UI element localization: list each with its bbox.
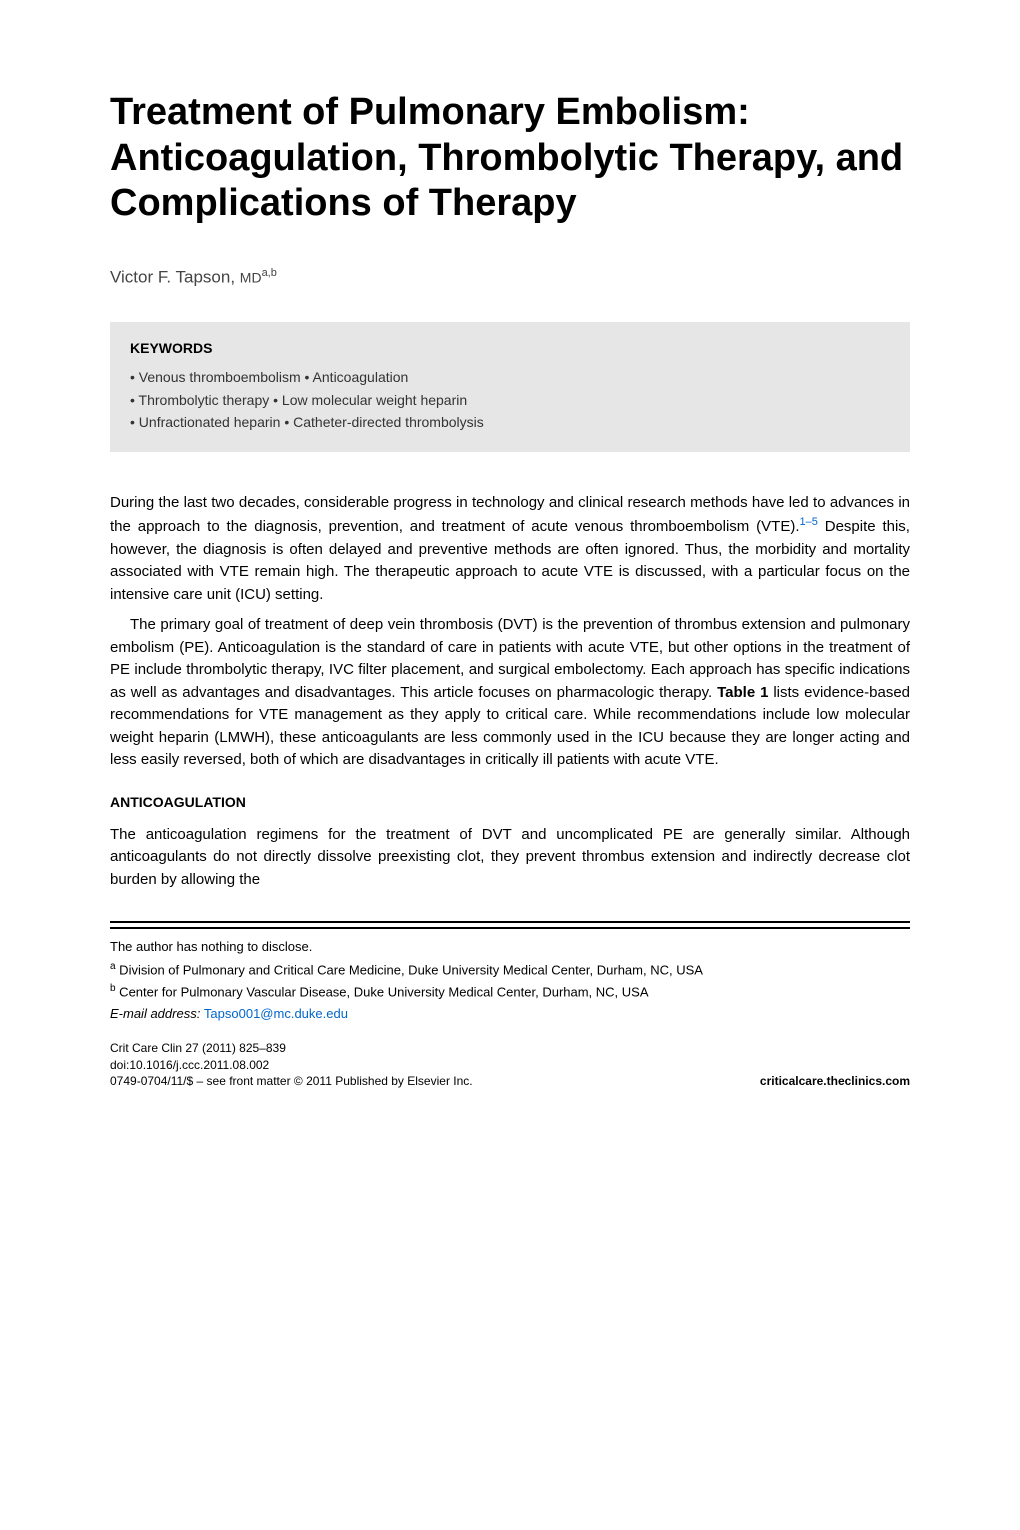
reference-link[interactable]: 1–5 xyxy=(800,516,818,528)
author-name: Victor F. Tapson, xyxy=(110,267,240,286)
disclosure-text: The author has nothing to disclose. xyxy=(110,937,910,957)
table-reference[interactable]: Table 1 xyxy=(717,684,768,701)
horizontal-rule xyxy=(110,921,910,929)
journal-citation: Crit Care Clin 27 (2011) 825–839 xyxy=(110,1040,760,1057)
copyright-text: 0749-0704/11/$ – see front matter © 2011… xyxy=(110,1073,760,1090)
keywords-list: • Venous thromboembolism • Anticoagulati… xyxy=(130,366,890,433)
keywords-box: KEYWORDS • Venous thromboembolism • Anti… xyxy=(110,322,910,451)
email-link[interactable]: Tapso001@mc.duke.edu xyxy=(204,1006,348,1021)
doi-text: doi:10.1016/j.ccc.2011.08.002 xyxy=(110,1057,760,1074)
footer-block: The author has nothing to disclose. a Di… xyxy=(110,937,910,1024)
keywords-heading: KEYWORDS xyxy=(130,340,890,356)
affiliation-a: a Division of Pulmonary and Critical Car… xyxy=(110,959,910,980)
section-paragraph-1: The anticoagulation regimens for the tre… xyxy=(110,824,910,892)
section-heading: ANTICOAGULATION xyxy=(110,794,910,810)
keywords-line-1: • Venous thromboembolism • Anticoagulati… xyxy=(130,366,890,388)
author-degree: MD xyxy=(240,269,262,285)
paragraph-2: The primary goal of treatment of deep ve… xyxy=(110,614,910,772)
body-text: During the last two decades, considerabl… xyxy=(110,492,910,772)
paragraph-1: During the last two decades, considerabl… xyxy=(110,492,910,607)
keywords-line-3: • Unfractionated heparin • Catheter-dire… xyxy=(130,411,890,433)
section-body: The anticoagulation regimens for the tre… xyxy=(110,824,910,892)
author-line: Victor F. Tapson, MDa,b xyxy=(110,267,910,288)
citation-left: Crit Care Clin 27 (2011) 825–839 doi:10.… xyxy=(110,1040,760,1090)
affil-a-text: Division of Pulmonary and Critical Care … xyxy=(116,962,703,977)
email-line: E-mail address: Tapso001@mc.duke.edu xyxy=(110,1004,910,1024)
affiliation-b: b Center for Pulmonary Vascular Disease,… xyxy=(110,981,910,1002)
affil-b-text: Center for Pulmonary Vascular Disease, D… xyxy=(116,985,649,1000)
author-affil-marks: a,b xyxy=(262,267,277,279)
citation-block: Crit Care Clin 27 (2011) 825–839 doi:10.… xyxy=(110,1040,910,1090)
article-title: Treatment of Pulmonary Embolism: Anticoa… xyxy=(110,90,910,227)
journal-website[interactable]: criticalcare.theclinics.com xyxy=(760,1073,910,1090)
p1-text-part1: During the last two decades, considerabl… xyxy=(110,494,910,536)
email-label: E-mail address: xyxy=(110,1006,204,1021)
keywords-line-2: • Thrombolytic therapy • Low molecular w… xyxy=(130,389,890,411)
